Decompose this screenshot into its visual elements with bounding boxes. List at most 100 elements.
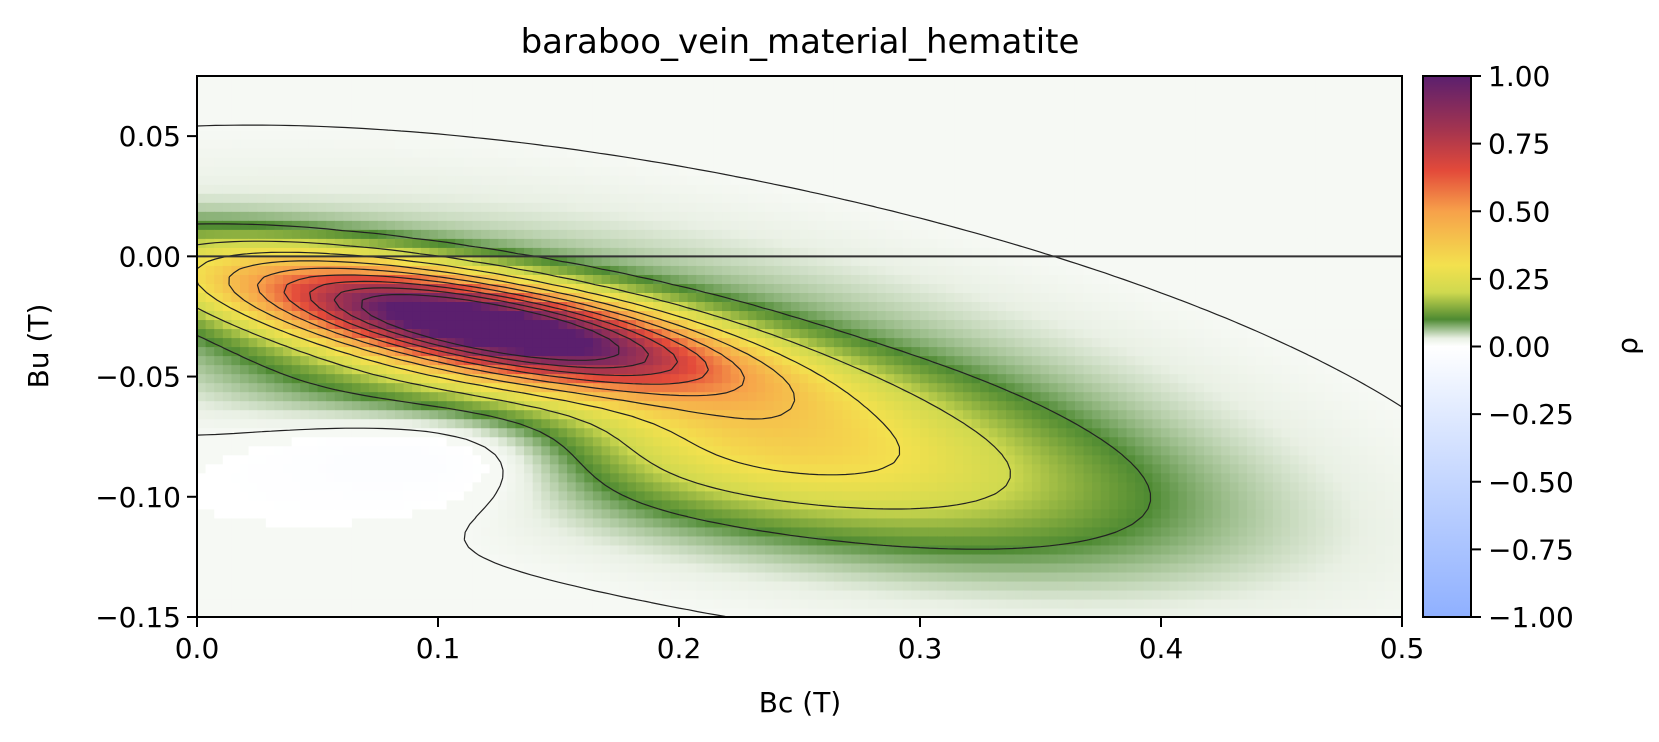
heatmap-cell bbox=[782, 544, 792, 555]
heatmap-cell bbox=[876, 589, 887, 600]
heatmap-cell bbox=[549, 85, 560, 95]
heatmap-cell bbox=[317, 355, 327, 366]
heatmap-cell bbox=[351, 463, 362, 474]
heatmap-cell bbox=[842, 490, 852, 501]
heatmap-cell bbox=[713, 301, 723, 312]
heatmap-cell bbox=[610, 319, 620, 330]
heatmap-cell bbox=[730, 436, 740, 447]
heatmap-cell bbox=[231, 319, 241, 330]
heatmap-cell bbox=[635, 598, 646, 609]
heatmap-cell bbox=[549, 589, 560, 600]
heatmap-cell bbox=[575, 364, 585, 375]
heatmap-cell bbox=[274, 121, 284, 131]
heatmap-cell bbox=[489, 139, 499, 149]
heatmap-cell bbox=[859, 103, 869, 113]
heatmap-cell bbox=[394, 247, 405, 257]
heatmap-cell bbox=[876, 481, 887, 492]
heatmap-cell bbox=[679, 562, 689, 573]
heatmap-cell bbox=[257, 418, 267, 429]
heatmap-cell bbox=[334, 202, 344, 212]
heatmap-cell bbox=[222, 175, 233, 185]
heatmap-cell bbox=[558, 499, 568, 510]
heatmap-cell bbox=[541, 157, 551, 167]
heatmap-cell bbox=[334, 553, 344, 564]
heatmap-cell bbox=[326, 364, 336, 375]
heatmap-cell bbox=[394, 409, 405, 420]
heatmap-cell bbox=[412, 535, 422, 546]
heatmap-cell bbox=[326, 148, 336, 158]
heatmap-cell bbox=[894, 319, 904, 330]
heatmap-cell bbox=[489, 229, 499, 239]
heatmap-cell bbox=[291, 193, 301, 203]
heatmap-cell bbox=[274, 490, 284, 501]
heatmap-cell bbox=[343, 436, 353, 447]
heatmap-cell bbox=[773, 427, 783, 438]
heatmap-cell bbox=[326, 337, 336, 348]
heatmap-cell bbox=[584, 310, 594, 321]
heatmap-cell bbox=[498, 157, 508, 167]
heatmap-cell bbox=[558, 319, 568, 330]
heatmap-cell bbox=[532, 499, 542, 510]
heatmap-cell bbox=[343, 472, 353, 483]
heatmap-cell bbox=[627, 445, 637, 456]
heatmap-cell bbox=[463, 94, 474, 104]
heatmap-cell bbox=[876, 472, 887, 483]
heatmap-cell bbox=[360, 544, 370, 555]
heatmap-cell bbox=[412, 481, 422, 492]
heatmap-cell bbox=[618, 580, 628, 591]
heatmap-cell bbox=[644, 301, 654, 312]
heatmap-cell bbox=[859, 175, 869, 185]
heatmap-cell bbox=[463, 562, 474, 573]
heatmap-cell bbox=[549, 391, 560, 402]
heatmap-cell bbox=[747, 238, 758, 248]
heatmap-cell bbox=[851, 445, 861, 456]
heatmap-cell bbox=[670, 418, 680, 429]
heatmap-cell bbox=[756, 463, 766, 474]
heatmap-cell bbox=[885, 364, 895, 375]
heatmap-cell bbox=[197, 193, 207, 203]
heatmap-cell bbox=[197, 508, 207, 519]
heatmap-cell bbox=[756, 193, 766, 203]
heatmap-cell bbox=[601, 319, 611, 330]
heatmap-cell bbox=[274, 85, 284, 95]
heatmap-cell bbox=[799, 571, 809, 582]
heatmap-cell bbox=[696, 238, 706, 248]
heatmap-cell bbox=[463, 229, 474, 239]
heatmap-cell bbox=[670, 202, 680, 212]
heatmap-cell bbox=[584, 499, 594, 510]
heatmap-cell bbox=[876, 301, 887, 312]
heatmap-cell bbox=[240, 319, 250, 330]
heatmap-cell bbox=[283, 211, 293, 221]
heatmap-cell bbox=[257, 445, 267, 456]
heatmap-cell bbox=[334, 238, 344, 248]
heatmap-cell bbox=[515, 175, 525, 185]
heatmap-cell bbox=[644, 490, 654, 501]
heatmap-cell bbox=[825, 229, 835, 239]
heatmap-cell bbox=[670, 247, 680, 257]
heatmap-cell bbox=[773, 526, 783, 537]
heatmap-cell bbox=[885, 274, 895, 284]
heatmap-cell bbox=[575, 76, 585, 86]
heatmap-cell bbox=[747, 202, 758, 212]
heatmap-cell bbox=[825, 427, 835, 438]
heatmap-cell bbox=[902, 544, 912, 555]
heatmap-cell bbox=[601, 472, 611, 483]
heatmap-cell bbox=[713, 391, 723, 402]
heatmap-cell bbox=[790, 526, 801, 537]
heatmap-cell bbox=[549, 247, 560, 257]
heatmap-cell bbox=[481, 454, 491, 465]
heatmap-cell bbox=[446, 382, 456, 393]
heatmap-cell bbox=[248, 139, 258, 149]
heatmap-cell bbox=[816, 301, 826, 312]
heatmap-cell bbox=[549, 571, 560, 582]
heatmap-cell bbox=[756, 229, 766, 239]
heatmap-cell bbox=[627, 256, 637, 266]
heatmap-cell bbox=[429, 121, 439, 131]
heatmap-cell bbox=[808, 319, 818, 330]
heatmap-cell bbox=[455, 472, 465, 483]
heatmap-cell bbox=[618, 436, 628, 447]
heatmap-cell bbox=[713, 202, 723, 212]
heatmap-cell bbox=[661, 247, 671, 257]
heatmap-cell bbox=[317, 499, 327, 510]
heatmap-cell bbox=[291, 238, 301, 248]
